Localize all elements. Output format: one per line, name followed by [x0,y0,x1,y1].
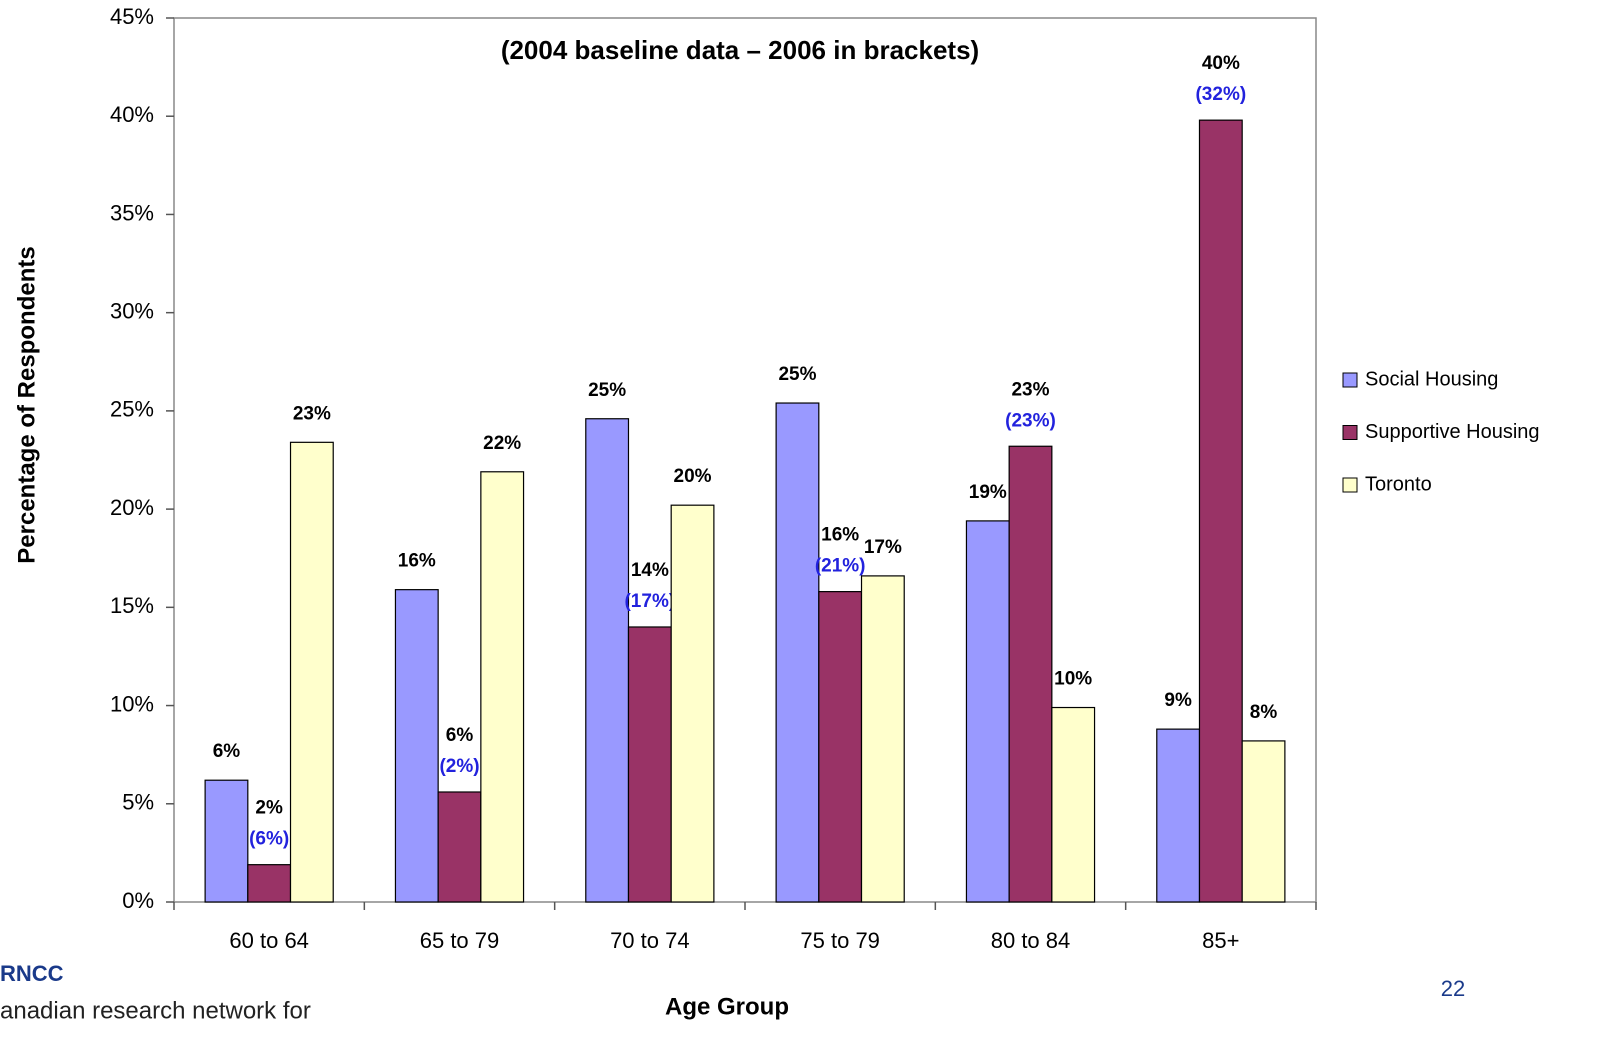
value-label: 25% [588,380,626,401]
bar [1051,706,1096,903]
value-label: 22% [483,433,521,454]
bar [1156,728,1201,903]
value-label: 23% [293,403,331,424]
bar [585,418,630,903]
value-label: 19% [969,482,1007,503]
bracket-label: (21%) [815,556,866,577]
y-tick-label: 25% [110,397,154,422]
x-tick-label: 85+ [1202,928,1239,953]
bar [480,471,525,903]
bar [965,520,1010,903]
legend-swatch [1342,372,1358,388]
bracket-label: (23%) [1005,410,1056,431]
value-label: 25% [778,364,816,385]
value-label: 8% [1250,702,1278,723]
bar [204,779,249,903]
y-tick-label: 15% [110,593,154,618]
legend-label: Social Housing [1365,368,1498,390]
bar [394,589,439,903]
y-tick-label: 20% [110,495,154,520]
bar [1198,119,1243,903]
y-axis-label: Percentage of Respondents [13,246,40,563]
value-label: 6% [213,741,241,762]
value-label: 9% [1164,690,1192,711]
value-label: 2% [255,798,283,819]
x-tick-label: 65 to 79 [420,928,500,953]
logo-text: anadian research network for [0,997,311,1024]
y-tick-label: 45% [110,4,154,29]
bar [818,591,863,903]
y-tick-label: 30% [110,298,154,323]
plot-frame [173,17,1317,903]
y-tick-label: 10% [110,691,154,716]
page-number: 22 [1441,976,1465,1001]
y-tick-label: 0% [122,888,154,913]
x-axis-label: Age Group [665,993,789,1020]
bar [437,791,482,903]
legend-swatch [1342,477,1358,493]
x-tick-label: 75 to 79 [800,928,880,953]
x-tick-label: 70 to 74 [610,928,690,953]
bar [1008,445,1053,903]
x-tick-label: 60 to 64 [229,928,309,953]
bar [775,402,820,903]
legend-label: Toronto [1365,473,1432,495]
bar [1241,740,1286,903]
bracket-label: (2%) [439,756,479,777]
bracket-label: (17%) [624,591,675,612]
bracket-label: (32%) [1195,84,1246,105]
bar [670,504,715,903]
value-label: 23% [1011,379,1049,400]
x-tick-label: 80 to 84 [991,928,1071,953]
y-tick-label: 5% [122,790,154,815]
value-label: 10% [1054,669,1092,690]
bar [247,864,292,903]
y-tick-label: 35% [110,200,154,225]
bracket-label: (6%) [249,829,289,850]
value-label: 40% [1202,53,1240,74]
value-label: 20% [674,466,712,487]
value-label: 17% [864,537,902,558]
value-label: 16% [821,525,859,546]
bar [860,575,905,903]
chart-title: (2004 baseline data – 2006 in brackets) [501,35,979,65]
value-label: 6% [446,725,474,746]
y-tick-label: 40% [110,102,154,127]
bar [289,441,334,903]
logo: RNCC [0,961,64,986]
legend-swatch [1342,425,1358,440]
value-label: 14% [631,560,669,581]
value-label: 16% [398,551,436,572]
bar [627,626,672,903]
legend-label: Supportive Housing [1365,421,1540,443]
